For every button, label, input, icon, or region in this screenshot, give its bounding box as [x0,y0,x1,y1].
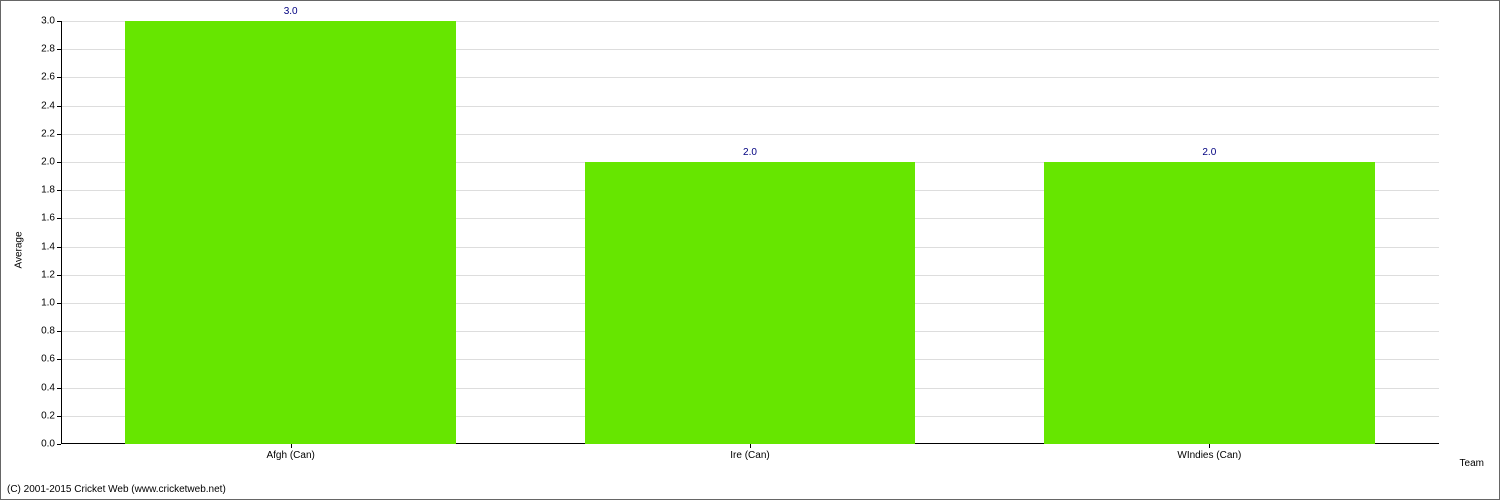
ytick-label: 2.2 [41,128,55,139]
ytick-label: 0.4 [41,382,55,393]
chart-container: 0.0 0.2 0.4 0.6 0.8 1.0 1.2 1.4 1.6 1.8 2.0 2.2 2.4 2… [0,0,1500,500]
ytick-label: 0.6 [41,354,55,365]
ytick-label: 3.0 [41,16,55,27]
ytick-label: 2.8 [41,44,55,55]
bar-value-label: 2.0 [743,147,757,158]
ytick-label: 0.8 [41,326,55,337]
xtick-label: WIndies (Can) [1177,450,1241,461]
ytick-label: 1.8 [41,185,55,196]
xtick-mark [1209,444,1210,448]
plot-inner: 0.00.20.40.60.81.01.21.41.61.82.02.22.42… [61,21,1439,444]
bar: 2.0 [585,162,916,444]
ytick-label: 2.4 [41,100,55,111]
ytick-label: 0.0 [41,439,55,450]
copyright-text: (C) 2001-2015 Cricket Web (www.cricketwe… [7,484,226,495]
xtick-label: Ire (Can) [730,450,769,461]
xtick-mark [291,444,292,448]
ytick-label: 1.2 [41,269,55,280]
bar-value-label: 2.0 [1202,147,1216,158]
bar: 2.0 [1044,162,1375,444]
xtick-label: Afgh (Can) [266,450,314,461]
y-axis-line [61,21,62,444]
ytick-label: 0.2 [41,410,55,421]
ytick-mark [57,444,61,445]
ytick-label: 1.6 [41,213,55,224]
ytick-label: 2.6 [41,72,55,83]
bar-value-label: 3.0 [284,6,298,17]
bar: 3.0 [125,21,456,444]
x-axis-label: Team [1460,458,1484,469]
ytick-label: 1.0 [41,297,55,308]
plot-area: 0.00.20.40.60.81.01.21.41.61.82.02.22.42… [61,21,1439,444]
y-axis-label: Average [14,231,25,268]
ytick-label: 1.4 [41,241,55,252]
xtick-mark [750,444,751,448]
ytick-label: 2.0 [41,156,55,167]
